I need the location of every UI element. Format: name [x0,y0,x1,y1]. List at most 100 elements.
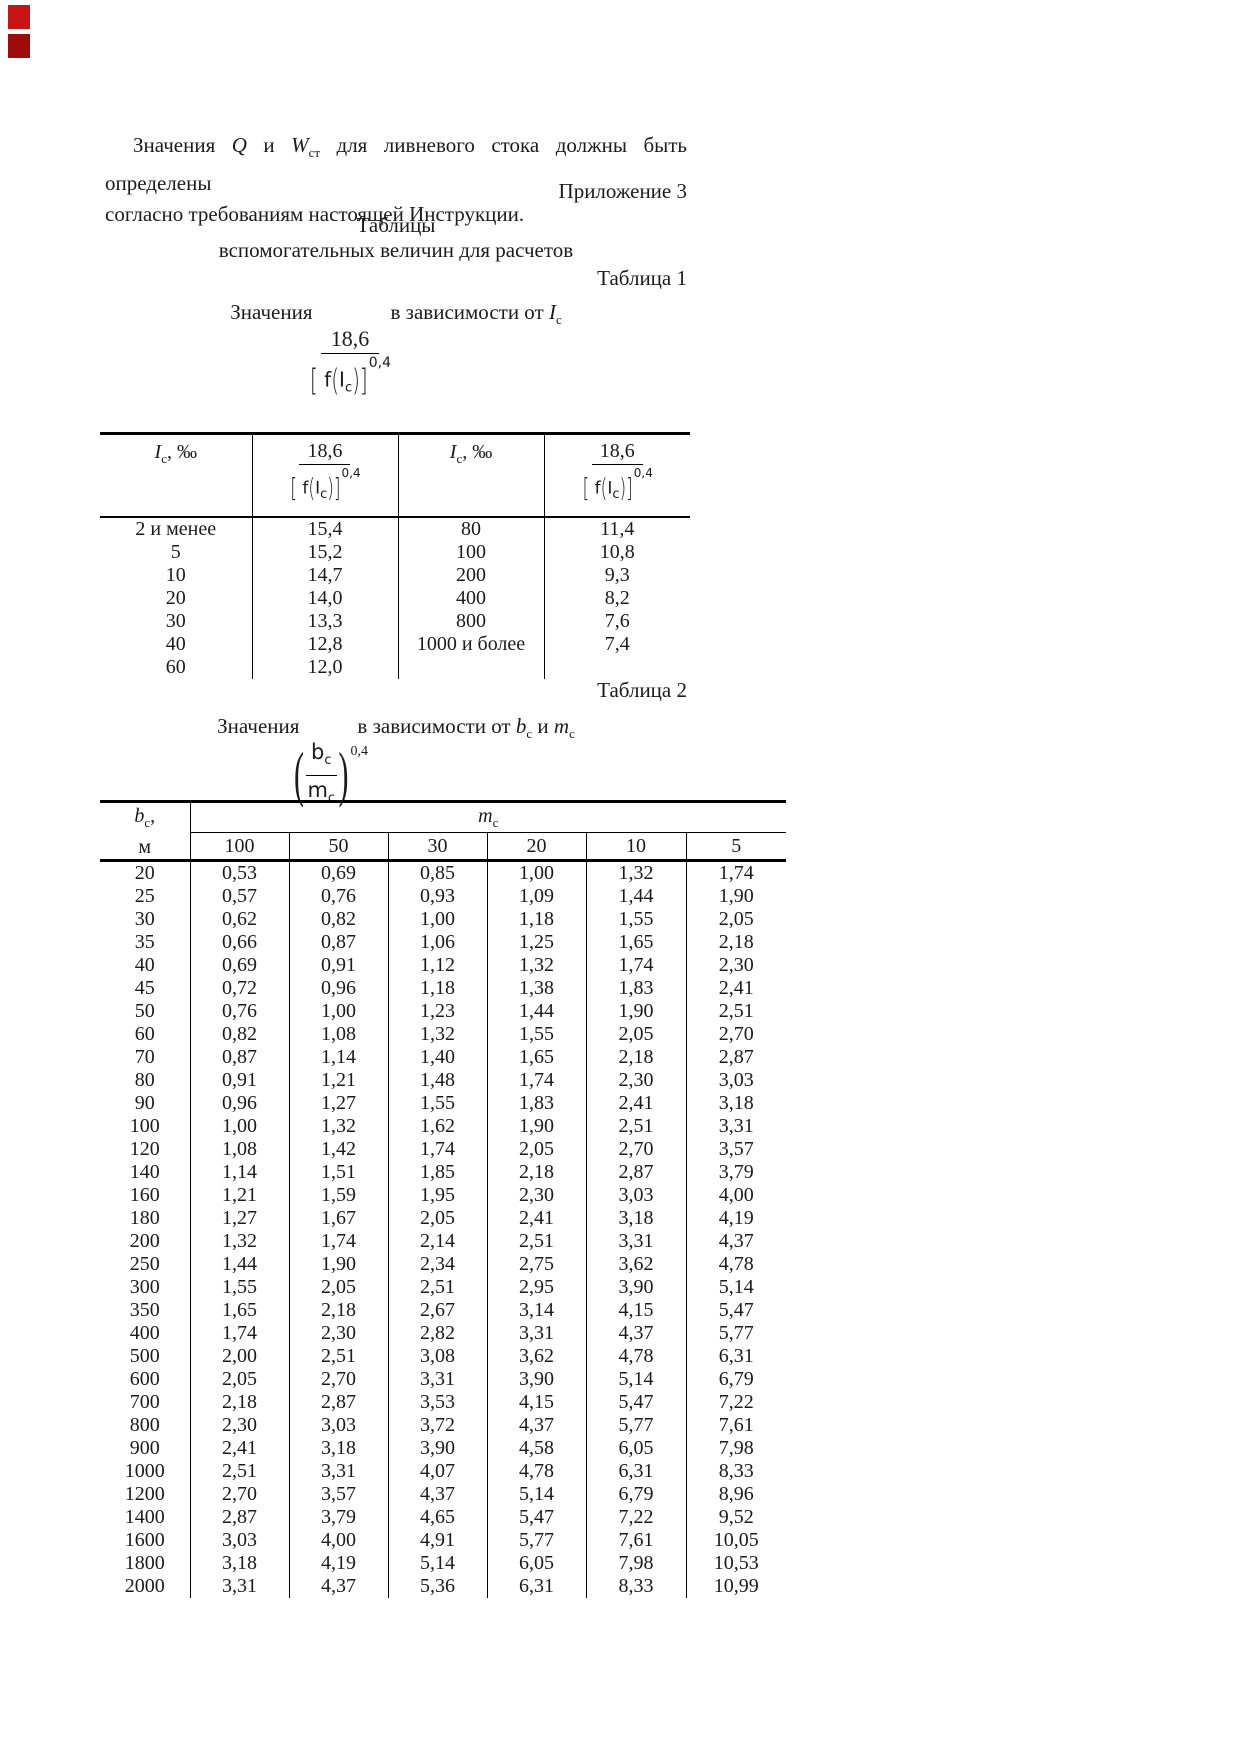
table-cell: 1800 [100,1552,191,1575]
table-row: 90 0,96 1,27 1,55 1,83 2,41 3,18 [100,1092,786,1115]
fraction-numerator: bc [306,740,337,777]
table-cell: 0,85 [388,860,488,885]
table-cell: 1,74 [190,1322,290,1345]
table-cell: 1,74 [718,862,754,884]
table-cell: 2,70 [586,1138,687,1161]
paragraph-text: Значения [133,133,216,157]
table-cell: 180 [100,1207,191,1230]
table-cell: 3,79 [289,1506,389,1529]
table-cell: 1,27 [289,1092,389,1115]
left-bracket: [ [582,473,590,504]
table-cell: 0,96 [190,1092,290,1115]
table-cell: 2,51 [487,1230,587,1253]
table-cell: 3,03 [586,1184,687,1207]
table-cell: 0,93 [388,885,488,908]
paragraph-line-2: согласно требованиям настоящей Инструкци… [105,202,525,227]
exponent: 0,4 [350,743,369,759]
table-cell: 3,53 [388,1391,488,1414]
table-cell: 4,58 [487,1437,587,1460]
table-cell: 3,62 [487,1345,587,1368]
table-cell: 3,03 [718,1069,754,1091]
table-cell: 7,22 [718,1391,754,1413]
table-row: 1000 2,51 3,31 4,07 4,78 6,31 8,33 [100,1460,786,1483]
table-cell: 5,77 [586,1414,687,1437]
table-cell: 40 [100,954,191,977]
table-cell: 1,85 [388,1161,488,1184]
table-row: 40 12,8 1000 и более 7,4 [100,633,690,656]
ratio-expression: ( bc mc ) 0,4 [292,740,368,811]
table-cell: 1,55 [586,908,687,931]
corner-header-bc: bc, м [100,801,191,862]
table-cell: 4,37 [289,1575,389,1598]
table-cell: 40 [100,633,253,656]
table-cell: 2,30 [190,1414,290,1437]
table-cell: 3,18 [190,1552,290,1575]
table1-caption: Значения в зависимости от Ic [105,300,687,328]
symbol-Ic: I [154,441,162,463]
table-cell: 1,95 [388,1184,488,1207]
table-cell: 2,18 [190,1391,290,1414]
table-cell: 35 [100,931,191,954]
subscript-c: c [144,814,151,830]
subscript-st: ст [308,145,321,161]
table-cell: 7,98 [718,1437,754,1459]
table-row: 140 1,14 1,51 1,85 2,18 2,87 3,79 [100,1161,786,1184]
table-cell: 1,83 [487,1092,587,1115]
table-cell: 1,44 [190,1253,290,1276]
table-cell: 5,47 [718,1299,754,1321]
fraction-numerator: 18,6 [591,440,643,465]
table-cell: 15,2 [252,541,399,564]
table-cell: 4,07 [388,1460,488,1483]
table-cell: 3,18 [718,1092,754,1114]
red-marker-bottom [8,34,30,58]
intro-paragraph: Значения Q и Wст для ливневого стока дол… [105,130,687,230]
red-marker-top [8,5,30,29]
table-cell: 2,75 [487,1253,587,1276]
subscript-c: c [555,312,562,328]
table-cell: 5 [100,541,253,564]
table-cell: 70 [100,1046,191,1069]
table-row: 1200 2,70 3,57 4,37 5,14 6,79 8,96 [100,1483,786,1506]
left-paren: ( [600,473,608,504]
table-cell: 100 [100,1115,191,1138]
table-row: 45 0,72 0,96 1,18 1,38 1,83 2,41 [100,977,786,1000]
table-cell: 0,69 [289,860,389,885]
fraction-numerator: 18,6 [320,326,380,354]
table-cell: 3,31 [190,1575,290,1598]
table-cell: 6,05 [487,1552,587,1575]
table-cell: 700 [100,1391,191,1414]
table-cell: 0,96 [289,977,389,1000]
right-bracket: ] [333,473,341,504]
right-bracket: ] [626,473,633,504]
table-row: 200 1,32 1,74 2,14 2,51 3,31 4,37 [100,1230,786,1253]
exponent: 0,4 [368,355,391,371]
table-cell [544,656,690,679]
table-cell: 7,22 [586,1506,687,1529]
table-cell: 1,32 [190,1230,290,1253]
table-cell: 4,37 [487,1414,587,1437]
table-cell: 5,47 [487,1506,587,1529]
caption-text: в зависимости от [357,714,516,738]
table-row: 900 2,41 3,18 3,90 4,58 6,05 7,98 [100,1437,786,1460]
table-cell: 4,65 [388,1506,488,1529]
table-cell: 3,31 [718,1115,754,1137]
table-cell: 5,14 [487,1483,587,1506]
table-cell: 1,32 [586,860,687,885]
table-cell: 0,57 [190,885,290,908]
table-cell: 6,31 [487,1575,587,1598]
table-cell: 1,32 [289,1115,389,1138]
table-cell: 12,8 [252,633,399,656]
table-cell: 2,18 [586,1046,687,1069]
exponent: 0,4 [341,465,361,480]
table2: bc, м mc 100 50 30 20 10 5 20 0,53 0,69 0,85 1,00… [100,800,787,1598]
table-cell: 2,41 [487,1207,587,1230]
table-cell: 800 [398,610,545,633]
table-cell: 14,7 [252,564,399,587]
table-cell: 7,6 [604,610,630,632]
table-row: 2000 3,31 4,37 5,36 6,31 8,33 10,99 [100,1575,786,1598]
table-cell: 3,90 [586,1276,687,1299]
table1-label: Таблица 1 [597,266,687,290]
table-cell: 0,91 [289,954,389,977]
table-cell: 0,82 [289,908,389,931]
caption-suffix: в зависимости от bc и mc [357,714,574,742]
